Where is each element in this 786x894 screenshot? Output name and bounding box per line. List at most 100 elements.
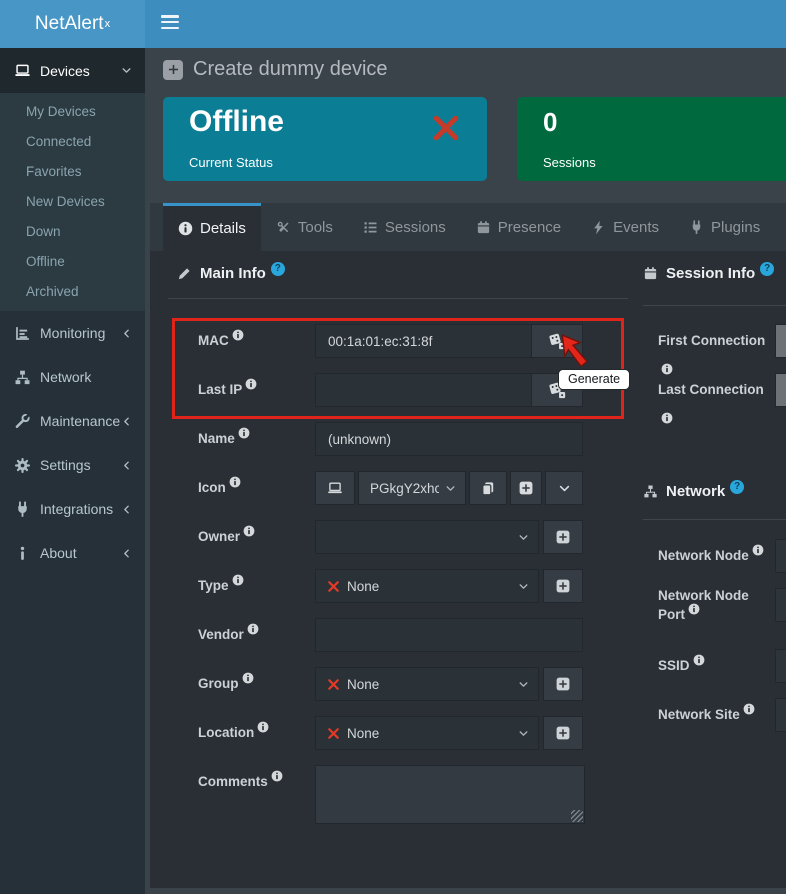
info-icon xyxy=(232,329,244,341)
tab-details[interactable]: Details xyxy=(163,203,261,251)
session-info-header: Session Info ? xyxy=(643,261,775,282)
info-icon xyxy=(245,378,257,390)
sidebar-subitem-new-devices[interactable]: New Devices xyxy=(26,194,105,209)
sidebar-subitem-connected[interactable]: Connected xyxy=(26,134,92,149)
network-node-port-input[interactable] xyxy=(775,588,786,622)
tab-sessions[interactable]: Sessions xyxy=(348,203,461,251)
sidebar-subitem-archived[interactable]: Archived xyxy=(26,284,79,299)
group-select[interactable]: None xyxy=(315,667,539,701)
chart-icon xyxy=(14,325,31,342)
sidebar-subitem-down[interactable]: Down xyxy=(26,224,61,239)
tab-tools[interactable]: Tools xyxy=(261,203,348,251)
brand-sup: x xyxy=(104,18,111,30)
copy-icon-button[interactable] xyxy=(469,471,507,505)
sidebar-item-label: Devices xyxy=(40,62,90,79)
tab-plugins[interactable]: Plugins xyxy=(674,203,775,251)
tab-strip: Details Tools Sessions Presence Events P… xyxy=(150,203,786,251)
plus-square-icon xyxy=(555,725,571,741)
section-title: Session Info xyxy=(666,265,756,282)
type-select-value: None xyxy=(347,578,380,594)
network-node-input[interactable] xyxy=(775,539,786,573)
tab-presence[interactable]: Presence xyxy=(461,203,576,251)
vendor-label: Vendor xyxy=(198,618,310,652)
tab-events[interactable]: Events xyxy=(576,203,674,251)
pencil-icon xyxy=(177,266,192,281)
type-label: Type xyxy=(198,569,310,603)
icon-select[interactable]: PGkgY2xhc3M xyxy=(358,471,466,505)
icon-dropdown-button[interactable] xyxy=(545,471,583,505)
network-site-input[interactable] xyxy=(775,698,786,732)
sidebar-item-devices[interactable]: Devices xyxy=(0,48,145,93)
help-icon[interactable]: ? xyxy=(730,479,745,494)
sidebar-item-about[interactable]: About xyxy=(0,531,145,575)
sidebar-item-settings[interactable]: Settings xyxy=(0,443,145,487)
chevron-left-icon xyxy=(121,416,132,427)
chevron-down-icon xyxy=(445,483,456,494)
info-icon xyxy=(238,427,250,439)
generate-mac-button[interactable] xyxy=(532,324,583,358)
page-title-text: Create dummy device xyxy=(193,58,388,80)
x-mark-icon xyxy=(327,580,340,593)
sidebar-item-network[interactable]: Network xyxy=(0,355,145,399)
devices-submenu: My Devices Connected Favorites New Devic… xyxy=(0,93,145,311)
chevron-down-icon xyxy=(558,482,571,495)
sidebar-item-integrations[interactable]: Integrations xyxy=(0,487,145,531)
add-icon-button[interactable] xyxy=(510,471,542,505)
wrench-icon xyxy=(14,413,31,430)
chevron-left-icon xyxy=(121,548,132,559)
laptop-icon xyxy=(327,480,343,496)
help-icon[interactable]: ? xyxy=(270,261,285,276)
sidebar-item-label: Integrations xyxy=(40,501,114,517)
ssid-input[interactable] xyxy=(775,649,786,683)
add-type-button[interactable] xyxy=(543,569,583,603)
gear-icon xyxy=(14,457,31,474)
name-input[interactable] xyxy=(315,422,583,456)
tab-label: Presence xyxy=(497,218,562,236)
location-label: Location xyxy=(198,716,310,750)
hamburger-menu-icon[interactable] xyxy=(161,15,179,31)
location-select[interactable]: None xyxy=(315,716,539,750)
add-group-button[interactable] xyxy=(543,667,583,701)
last-connection-input[interactable] xyxy=(775,373,786,407)
chevron-left-icon xyxy=(121,328,132,339)
top-navbar xyxy=(145,0,786,48)
info-icon xyxy=(247,623,259,635)
info-icon xyxy=(661,412,673,424)
sidebar-subitem-favorites[interactable]: Favorites xyxy=(26,164,82,179)
info-icon xyxy=(693,654,705,666)
add-owner-button[interactable] xyxy=(543,520,583,554)
tab-label: Sessions xyxy=(384,218,446,236)
brand-logo[interactable]: NetAlert x xyxy=(0,0,145,48)
type-select[interactable]: None xyxy=(315,569,539,603)
icon-select-value: PGkgY2xhc3M xyxy=(370,480,439,496)
sidebar-item-label: Network xyxy=(40,369,92,385)
first-connection-input[interactable] xyxy=(775,324,786,358)
section-title: Main Info xyxy=(200,265,266,282)
status-label: Current Status xyxy=(189,155,273,170)
sidebar-item-monitoring[interactable]: Monitoring xyxy=(0,311,145,355)
vendor-input[interactable] xyxy=(315,618,583,652)
sidebar-subitem-offline[interactable]: Offline xyxy=(26,254,65,269)
icon-preview-button[interactable] xyxy=(315,471,355,505)
help-icon[interactable]: ? xyxy=(760,261,775,276)
sessions-value: 0 xyxy=(543,107,558,137)
owner-select[interactable] xyxy=(315,520,539,554)
plus-square-icon xyxy=(555,676,571,692)
sessions-label: Sessions xyxy=(543,155,596,170)
sidebar-item-maintenance[interactable]: Maintenance xyxy=(0,399,145,443)
add-location-button[interactable] xyxy=(543,716,583,750)
sitemap-icon xyxy=(643,484,658,499)
sidebar-item-label: About xyxy=(40,545,77,561)
x-mark-icon xyxy=(327,727,340,740)
network-node-port-label: Network Node Port xyxy=(658,588,749,622)
comments-textarea[interactable] xyxy=(315,765,585,824)
status-value: Offline xyxy=(189,105,284,138)
tab-label: Details xyxy=(200,220,246,237)
mac-input[interactable] xyxy=(315,324,532,358)
last-ip-input[interactable] xyxy=(315,373,532,407)
brand-name: NetAlert xyxy=(34,13,104,34)
divider xyxy=(643,305,786,306)
plus-square-icon xyxy=(555,578,571,594)
ssid-label: SSID xyxy=(658,649,773,683)
sidebar-subitem-my-devices[interactable]: My Devices xyxy=(26,104,96,119)
